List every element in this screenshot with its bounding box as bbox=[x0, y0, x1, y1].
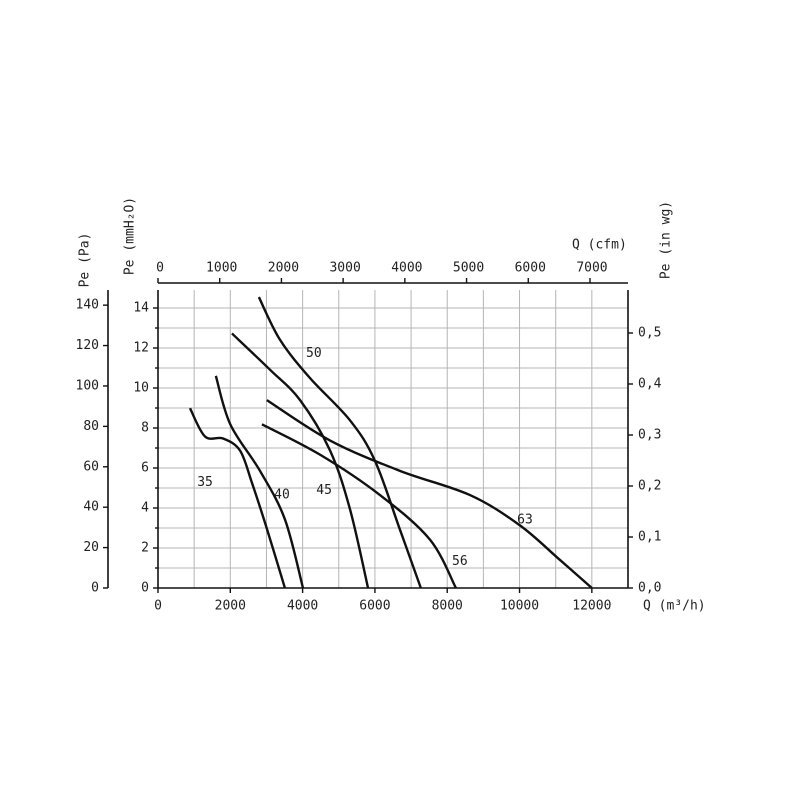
y-tick-label: 20 bbox=[83, 540, 99, 555]
curve-label: 63 bbox=[517, 513, 533, 528]
x-tick-label: 4000 bbox=[287, 599, 318, 614]
y-tick-label: 40 bbox=[83, 500, 99, 515]
y-tick-label: 60 bbox=[83, 459, 99, 474]
y-tick-label: 120 bbox=[76, 338, 99, 353]
y-tick-label: 100 bbox=[76, 378, 99, 393]
curve-label: 35 bbox=[197, 475, 213, 490]
x-tick-label: 10000 bbox=[500, 599, 539, 614]
x-tick-label: 6000 bbox=[359, 599, 390, 614]
x-tick-label: 0 bbox=[154, 599, 162, 614]
fan-curve bbox=[231, 332, 370, 589]
x-tick-label: 8000 bbox=[432, 599, 463, 614]
y2-tick-label: 4 bbox=[141, 501, 149, 516]
x2-tick-label: 3000 bbox=[329, 261, 360, 276]
x2-tick-label: 1000 bbox=[206, 261, 237, 276]
y2-tick-label: 0 bbox=[141, 581, 149, 596]
y2-tick-label: 10 bbox=[133, 381, 149, 396]
fan-curve bbox=[261, 423, 457, 589]
y3-tick-label: 0,5 bbox=[638, 325, 661, 340]
y2-tick-label: 14 bbox=[133, 301, 149, 316]
x2-tick-label: 6000 bbox=[515, 261, 546, 276]
y3-tick-label: 0,1 bbox=[638, 529, 661, 544]
x2-tick-label: 5000 bbox=[453, 261, 484, 276]
y2-tick-label: 12 bbox=[133, 341, 149, 356]
x2-tick-label: 0 bbox=[156, 261, 164, 276]
y2-tick-label: 2 bbox=[141, 541, 149, 556]
y-tick-label: 140 bbox=[76, 298, 99, 313]
y-tick-label: 0 bbox=[91, 581, 99, 596]
x-tick-label: 2000 bbox=[215, 599, 246, 614]
y3-tick-label: 0,2 bbox=[638, 478, 661, 493]
y3-tick-label: 0,0 bbox=[638, 581, 661, 596]
x2-tick-label: 4000 bbox=[391, 261, 422, 276]
y2-tick-label: 8 bbox=[141, 421, 149, 436]
x-axis-title: Q (m³/h) bbox=[643, 599, 706, 614]
fan-curve bbox=[257, 296, 422, 589]
y3-axis-title: Pe (in wg) bbox=[659, 201, 674, 279]
y2-axis-title: Pe (mmH₂O) bbox=[123, 197, 138, 275]
y2-tick-label: 6 bbox=[141, 461, 149, 476]
curve-label: 40 bbox=[274, 487, 290, 502]
y3-tick-label: 0,4 bbox=[638, 376, 662, 391]
x2-tick-label: 7000 bbox=[576, 261, 607, 276]
fan-curve bbox=[266, 399, 593, 589]
y3-tick-label: 0,3 bbox=[638, 427, 661, 442]
y-tick-label: 80 bbox=[83, 419, 99, 434]
y-axis-title: Pe (Pa) bbox=[78, 233, 93, 288]
curve-label: 50 bbox=[306, 346, 322, 361]
x2-tick-label: 2000 bbox=[268, 261, 299, 276]
fan-curve bbox=[188, 407, 287, 589]
curve-label: 45 bbox=[316, 483, 332, 498]
x2-axis-title: Q (cfm) bbox=[572, 238, 627, 253]
x-tick-label: 12000 bbox=[572, 599, 611, 614]
fan-curve bbox=[214, 375, 305, 589]
curve-label: 56 bbox=[452, 554, 468, 569]
